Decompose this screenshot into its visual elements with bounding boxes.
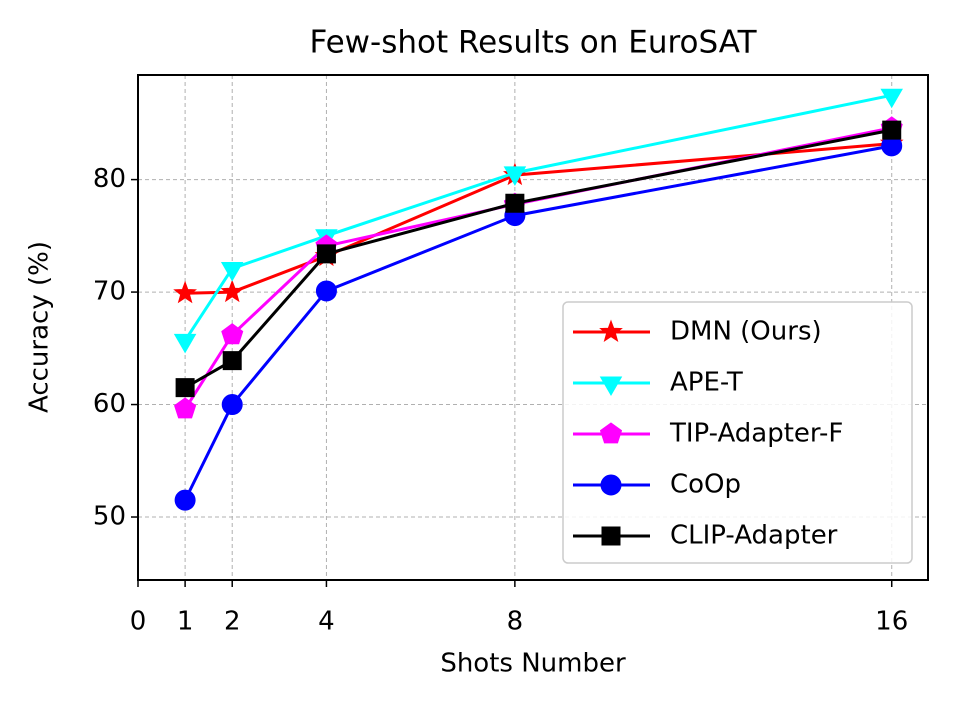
marker <box>174 397 197 419</box>
plot-frame <box>137 74 929 581</box>
x-tick-label: 4 <box>318 607 335 637</box>
chart-title: Few-shot Results on EuroSAT <box>309 25 757 61</box>
marker <box>505 193 525 213</box>
marker <box>174 489 196 511</box>
marker <box>220 279 245 303</box>
x-tick-label: 0 <box>130 607 147 637</box>
marker <box>173 280 197 304</box>
y-axis-label: Accuracy (%) <box>25 241 55 413</box>
x-tick-label: 16 <box>875 607 908 637</box>
marker <box>175 378 195 398</box>
y-tick-label: 50 <box>93 502 126 532</box>
legend-marker <box>600 474 622 496</box>
legend-marker <box>599 376 623 396</box>
marker <box>882 120 902 140</box>
legend-label: APE-T <box>670 368 743 398</box>
x-tick-label: 8 <box>507 607 524 637</box>
x-tick-label: 2 <box>224 607 241 637</box>
marker <box>316 244 336 264</box>
marker <box>220 262 244 282</box>
marker <box>222 351 242 371</box>
legend-label: CoOp <box>670 470 741 500</box>
legend-marker <box>599 319 623 343</box>
marker <box>315 280 337 302</box>
marker <box>221 323 244 345</box>
marker <box>221 394 243 416</box>
legend-label: DMN (Ours) <box>670 317 822 347</box>
x-axis-label: Shots Number <box>440 649 626 679</box>
y-tick-label: 70 <box>93 277 126 307</box>
legend-box <box>562 301 913 564</box>
legend-marker <box>599 422 623 444</box>
marker <box>173 333 197 354</box>
legend-marker <box>601 526 621 546</box>
x-tick-label: 1 <box>177 607 194 637</box>
legend-label: CLIP-Adapter <box>670 521 838 551</box>
y-tick-label: 60 <box>93 389 126 419</box>
marker <box>503 166 527 186</box>
y-tick-label: 80 <box>93 164 126 194</box>
legend-label: TIP-Adapter-F <box>669 419 843 449</box>
marker <box>880 88 903 109</box>
